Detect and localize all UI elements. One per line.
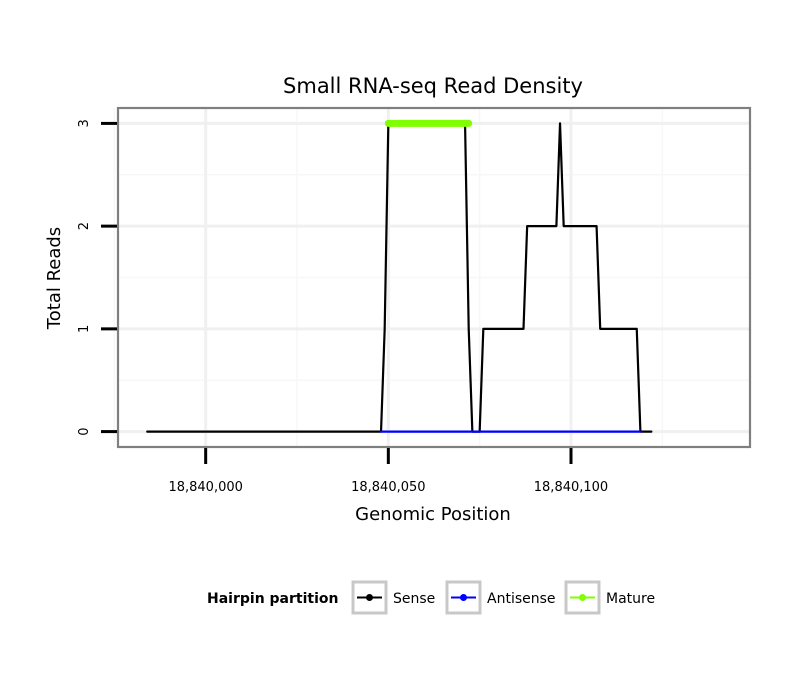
series-layer — [146, 119, 653, 433]
legend-key-point-antisense — [460, 594, 467, 601]
x-tick-label: 18,840,100 — [534, 480, 608, 495]
y-axis-label: Total Reads — [44, 227, 65, 330]
legend-key-point-mature — [579, 594, 586, 601]
legend-label-antisense: Antisense — [487, 591, 556, 607]
legend-key-point-sense — [366, 594, 373, 601]
legend-item-antisense: Antisense — [445, 580, 556, 615]
legend-label-mature: Mature — [606, 591, 655, 607]
legend-item-sense: Sense — [351, 580, 435, 615]
legend-key-box — [445, 580, 482, 615]
y-tick-label: 1 — [77, 325, 92, 333]
legend: Hairpin partition Sense Antisense Mature — [207, 580, 655, 615]
legend-label-sense: Sense — [393, 591, 435, 607]
y-tick-label: 3 — [77, 119, 92, 127]
y-tick-label: 2 — [77, 222, 92, 230]
legend-title: Hairpin partition — [207, 591, 338, 607]
axes: 18,840,000 18,840,050 18,840,100 0 1 2 3 — [77, 119, 608, 495]
y-tick-label: 0 — [77, 427, 92, 435]
x-tick-label: 18,840,050 — [351, 480, 425, 495]
plot-panel — [113, 106, 752, 449]
x-tick-label: 18,840,000 — [168, 480, 242, 495]
legend-item-mature: Mature — [564, 580, 655, 615]
x-axis-label: Genomic Position — [355, 504, 511, 525]
chart-title: Small RNA-seq Read Density — [283, 74, 583, 98]
plot-panel-border — [116, 106, 752, 449]
